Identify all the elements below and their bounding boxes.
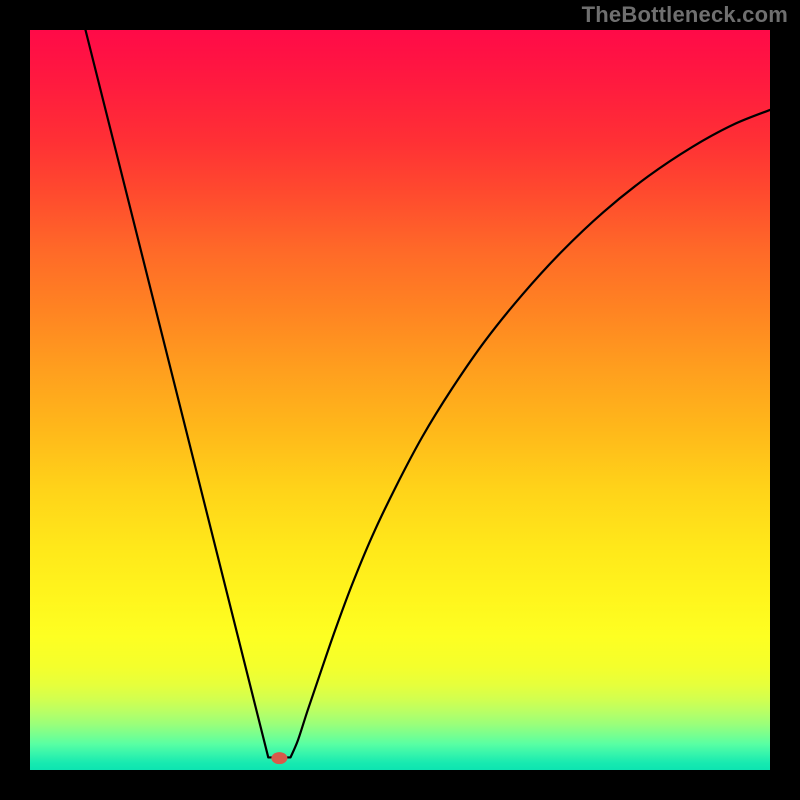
chart-svg bbox=[0, 0, 800, 800]
plot-area bbox=[30, 30, 770, 770]
minimum-marker bbox=[271, 752, 287, 764]
chart-container: TheBottleneck.com bbox=[0, 0, 800, 800]
watermark-text: TheBottleneck.com bbox=[582, 2, 788, 28]
